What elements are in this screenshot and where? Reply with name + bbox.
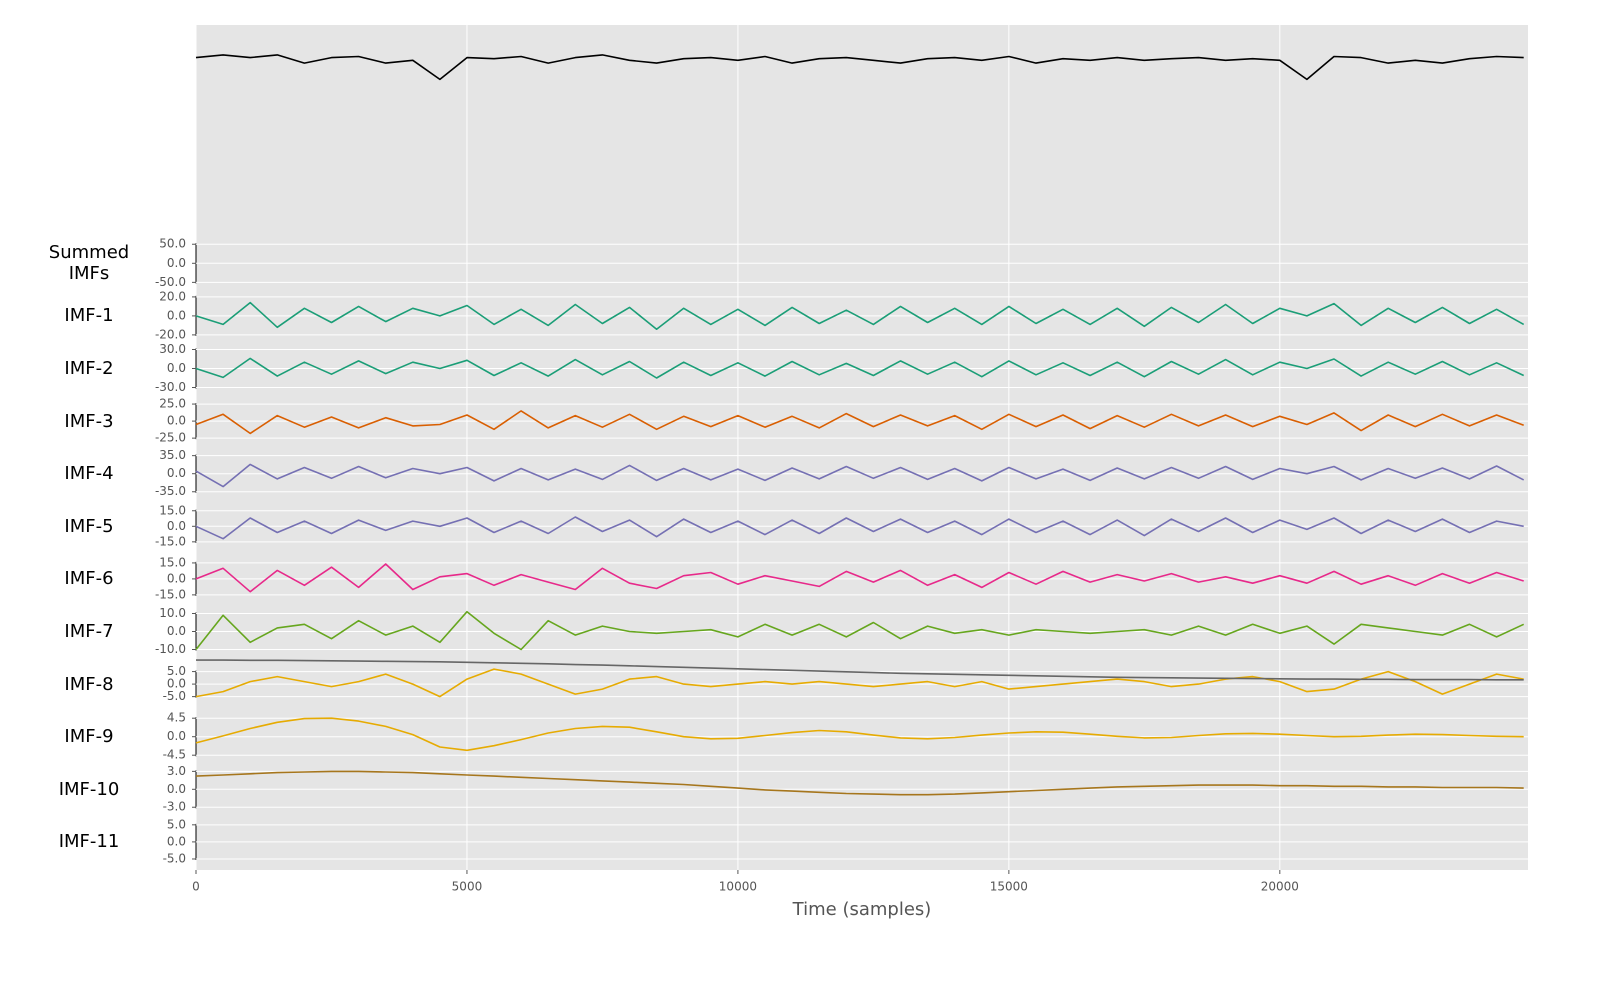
y-tick-label: 4.5 <box>167 711 186 725</box>
series-line <box>195 668 1524 698</box>
y-tick-label: -25.0 <box>155 431 186 445</box>
y-tick-label: 0.0 <box>167 677 186 691</box>
y-tick-label: 0.0 <box>167 519 186 533</box>
series-line <box>196 659 1524 681</box>
x-tick-label: 5000 <box>452 880 483 894</box>
series-line <box>195 563 1524 593</box>
series-line <box>195 54 1524 81</box>
y-tick-label: 0.0 <box>167 834 186 848</box>
panel-label: IMF-4 <box>64 463 114 485</box>
y-tick-label: -30.0 <box>155 380 186 394</box>
y-tick-label: 3.0 <box>167 764 186 778</box>
x-tick-label: 10000 <box>719 880 757 894</box>
y-tick-label: -5.0 <box>163 851 186 865</box>
y-tick-label: -10.0 <box>155 642 186 656</box>
y-tick-label: 0.0 <box>167 624 186 638</box>
y-tick-label: 15.0 <box>159 555 186 569</box>
y-tick-label: -50.0 <box>155 275 186 289</box>
x-tick-label: 0 <box>192 880 200 894</box>
panel-label: IMF-3 <box>64 410 114 432</box>
y-tick-label: 0.0 <box>167 414 186 428</box>
plot-background <box>196 25 1528 870</box>
y-tick-label: -15.0 <box>155 534 186 548</box>
x-tick-label: 15000 <box>990 880 1028 894</box>
panel-label: IMF-1 <box>64 305 114 327</box>
series-line <box>195 717 1524 752</box>
x-axis-label: Time (samples) <box>792 899 932 920</box>
y-tick-label: 0.0 <box>167 256 186 270</box>
y-tick-label: 0.0 <box>167 782 186 796</box>
y-tick-label: 15.0 <box>159 503 186 517</box>
panel-label: IMF-5 <box>64 515 114 537</box>
y-tick-label: -20.0 <box>155 327 186 341</box>
panel-label: IMF-11 <box>58 831 120 853</box>
y-tick-label: -15.0 <box>155 587 186 601</box>
panel-label: Summed IMFs <box>48 242 130 285</box>
y-tick-label: -35.0 <box>155 484 186 498</box>
panel-label: IMF-10 <box>58 778 120 800</box>
series-line <box>195 770 1524 796</box>
y-tick-label: 0.0 <box>167 466 186 480</box>
panel-label: IMF-2 <box>64 358 114 379</box>
series-line <box>195 610 1525 651</box>
y-tick-label: -3.0 <box>163 800 186 814</box>
panel-label: IMF-9 <box>64 726 114 748</box>
panel-label: IMF-6 <box>64 568 114 590</box>
x-tick-label: 20000 <box>1261 880 1299 894</box>
series-line <box>195 357 1525 379</box>
y-tick-label: 5.0 <box>167 817 186 831</box>
y-tick-label: 5.0 <box>167 664 186 678</box>
panel-label: IMF-8 <box>64 673 114 695</box>
panel-label: IMF-7 <box>64 621 114 642</box>
y-tick-label: 10.0 <box>159 606 186 620</box>
series-line <box>195 463 1525 488</box>
y-tick-label: 35.0 <box>159 448 186 462</box>
y-tick-label: 50.0 <box>159 237 186 251</box>
series-line <box>195 410 1524 435</box>
y-tick-label: 0.0 <box>167 308 186 322</box>
y-tick-label: 0.0 <box>167 571 186 585</box>
y-tick-label: 0.0 <box>167 729 186 743</box>
y-tick-label: 25.0 <box>159 397 186 411</box>
y-tick-label: -4.5 <box>163 748 186 762</box>
series-line <box>195 516 1524 540</box>
y-tick-label: 20.0 <box>159 289 186 303</box>
series-line <box>195 301 1525 330</box>
y-tick-label: 0.0 <box>167 361 186 375</box>
y-tick-label: 30.0 <box>159 342 186 356</box>
y-tick-label: -5.0 <box>163 689 186 703</box>
